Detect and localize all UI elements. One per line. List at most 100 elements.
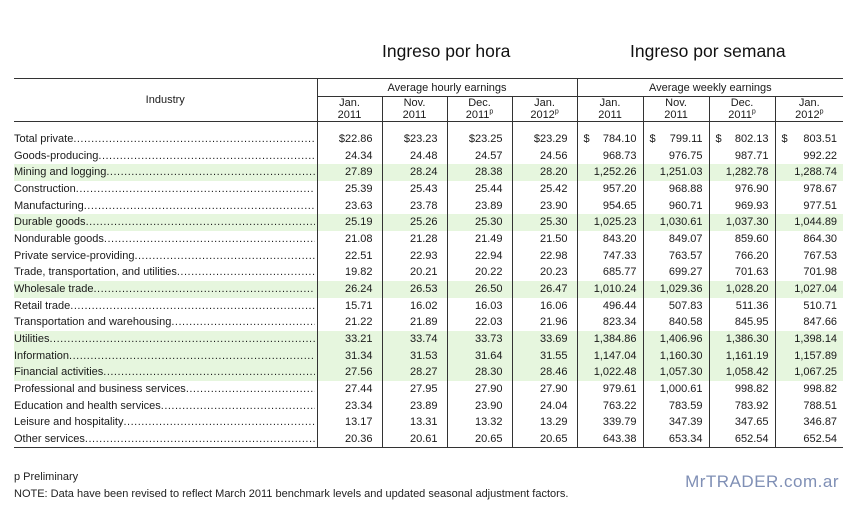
hourly-value: 28.24	[381, 164, 447, 181]
dot-leader	[94, 281, 315, 298]
revision-note: NOTE: Data have been revised to reflect …	[14, 488, 569, 500]
hourly-value: 13.31	[381, 414, 447, 431]
weekly-value-cell: 1,161.19	[708, 347, 776, 365]
dot-leader	[73, 131, 314, 148]
hourly-value: 23.63	[316, 197, 382, 215]
dot-leader	[69, 348, 314, 365]
hourly-value: 33.21	[316, 330, 382, 348]
industry-cell: Professional and business services	[14, 381, 317, 398]
industry-cell: Manufacturing	[14, 198, 317, 215]
industry-label: Professional and business services	[14, 382, 186, 395]
weekly-value-cell: 845.95	[708, 314, 776, 331]
weekly-value: 978.67	[803, 182, 838, 195]
weekly-value: 979.61	[602, 382, 637, 395]
industry-cell: Private service-providing	[14, 248, 317, 265]
weekly-value: 845.95	[734, 316, 769, 329]
weekly-value-cell: 957.20	[576, 180, 644, 198]
weekly-value-cell: $802.13	[708, 131, 776, 148]
weekly-value: 960.71	[668, 199, 703, 212]
weekly-value: 1,030.61	[659, 216, 703, 229]
industry-column-header: Industry	[14, 78, 317, 122]
weekly-value-cell: 864.30	[774, 230, 844, 248]
industry-cell: Other services	[14, 430, 317, 449]
dot-leader	[186, 381, 315, 398]
hourly-value: 24.56	[511, 147, 578, 165]
hourly-value: 21.96	[511, 314, 578, 331]
hourly-value: 24.48	[381, 147, 447, 165]
weekly-value-cell: 783.59	[642, 397, 710, 415]
weekly-value-cell: 699.27	[642, 264, 710, 281]
weekly-value: 701.63	[734, 266, 769, 279]
hourly-value: 33.69	[511, 330, 578, 348]
weekly-value-cell: 347.39	[642, 414, 710, 431]
industry-cell: Goods-producing	[14, 148, 317, 165]
weekly-value: 339.79	[602, 416, 637, 429]
industry-cell: Information	[14, 347, 317, 365]
hourly-value: 21.49	[446, 230, 512, 248]
dot-leader	[134, 248, 314, 265]
weekly-value: 1,398.14	[794, 332, 838, 345]
hourly-value: 26.53	[381, 280, 447, 298]
period-month: Dec.	[730, 97, 754, 109]
industry-label: Nondurable goods	[14, 232, 104, 245]
industry-label: Other services	[14, 432, 85, 445]
weekly-value: 347.65	[734, 416, 769, 429]
weekly-value: 992.22	[803, 149, 838, 162]
weekly-value-cell: 1,160.30	[642, 347, 710, 365]
weekly-value: 1,044.89	[794, 216, 838, 229]
weekly-value: 685.77	[602, 266, 637, 279]
weekly-value-cell: 998.82	[708, 380, 776, 398]
weekly-value-cell: 1,030.61	[642, 214, 710, 231]
weekly-value-cell: 1,057.30	[642, 364, 710, 381]
hourly-value: $23.25	[446, 131, 512, 148]
weekly-value-cell: 1,028.20	[708, 280, 776, 298]
dot-leader	[161, 398, 315, 415]
weekly-value-cell: 992.22	[774, 147, 844, 165]
weekly-value-cell: 1,252.26	[576, 164, 644, 181]
hourly-value: 27.95	[381, 380, 447, 398]
industry-label: Leisure and hospitality	[14, 416, 124, 429]
dot-leader	[70, 298, 314, 315]
table-row: Private service-providing 22.5122.9322.94…	[14, 247, 844, 265]
hourly-value: 25.19	[316, 214, 382, 231]
hourly-value: $22.86	[316, 131, 382, 148]
weekly-value-cell: 979.61	[576, 380, 644, 398]
weekly-value-cell: 1,029.36	[642, 280, 710, 298]
hourly-value: 28.27	[381, 364, 447, 381]
weekly-value-cell: 783.92	[708, 397, 776, 415]
weekly-value: 496.44	[602, 299, 637, 312]
industry-label: Education and health services	[14, 399, 161, 412]
weekly-value-cell: $799.11	[642, 131, 710, 148]
hourly-value: 25.43	[381, 180, 447, 198]
dot-leader	[76, 181, 315, 198]
weekly-value: 652.54	[734, 432, 769, 445]
hourly-value: 21.22	[316, 314, 382, 331]
period-year: 2012	[530, 109, 555, 121]
weekly-value: 803.51	[803, 133, 838, 145]
weekly-value: 847.66	[803, 316, 838, 329]
hourly-value: 25.30	[511, 214, 578, 231]
industry-label: Mining and logging	[14, 166, 107, 179]
weekly-value: 653.34	[668, 432, 703, 445]
industry-label: Information	[14, 349, 70, 362]
weekly-value: 969.93	[734, 199, 769, 212]
currency-symbol: $	[583, 133, 590, 145]
weekly-value: 859.60	[734, 232, 769, 245]
hourly-value: $23.29	[511, 131, 578, 148]
weekly-value-cell: 747.33	[576, 247, 644, 265]
weekly-value: 699.27	[668, 266, 703, 279]
weekly-earnings-title: Ingreso por semana	[630, 41, 786, 61]
weekly-value: 849.07	[668, 232, 703, 245]
weekly-value-cell: 1,398.14	[774, 330, 844, 348]
weekly-value: 843.20	[602, 232, 637, 245]
industry-label: Durable goods	[14, 216, 86, 229]
industry-label: Goods-producing	[14, 149, 99, 162]
weekly-value: 643.38	[602, 432, 637, 445]
weekly-value: 1,028.20	[725, 282, 769, 295]
dot-leader	[84, 198, 315, 215]
hourly-value: 25.30	[446, 214, 512, 231]
